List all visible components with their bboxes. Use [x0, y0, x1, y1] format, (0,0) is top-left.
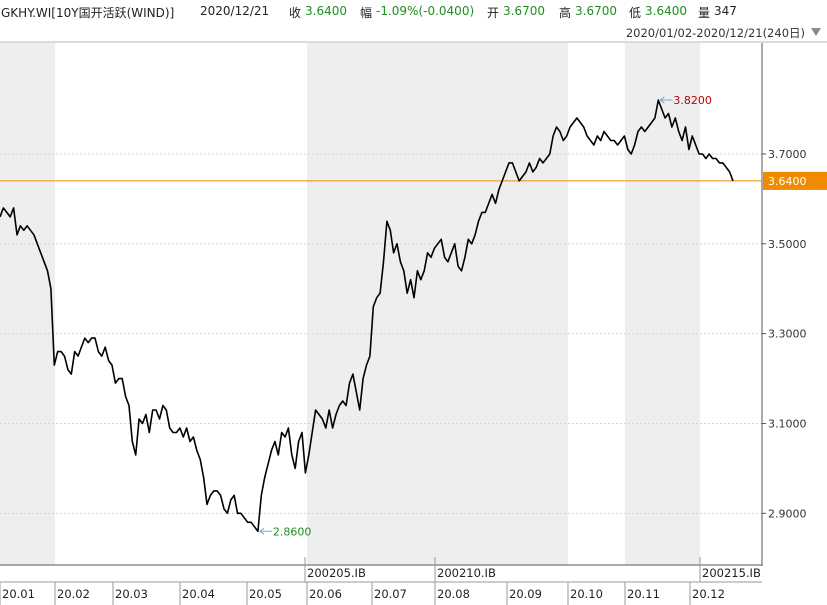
month-label-1: 20.02	[57, 587, 90, 601]
month-label-9: 20.10	[570, 587, 603, 601]
month-label-2: 20.03	[115, 587, 148, 601]
month-label-7: 20.08	[437, 587, 470, 601]
open-value: 3.6700	[503, 4, 545, 18]
open-label: 开	[487, 6, 500, 20]
month-label-10: 20.11	[627, 587, 660, 601]
high-label: 高	[559, 6, 572, 20]
dropdown-triangle-icon[interactable]	[809, 25, 823, 39]
min-annotation-label: 2.8600	[273, 525, 312, 538]
date-range-selector[interactable]: 2020/01/02-2020/12/21(240日)	[625, 26, 805, 40]
quote-date: 2020/12/21	[200, 4, 270, 18]
contract-label-0: 200205.IB	[307, 566, 366, 580]
shaded-period-1	[307, 43, 568, 565]
current-price-tag	[763, 171, 827, 190]
month-label-6: 20.07	[374, 587, 407, 601]
ticker-title: GKHY.WI[10Y国开活跃(WIND)]	[1, 6, 175, 20]
volume-label: 量	[698, 6, 711, 20]
y-tick-label-2: 3.3000	[768, 328, 807, 341]
y-tick-label-1: 3.1000	[768, 417, 807, 430]
change-value: -1.09%(-0.0400)	[376, 4, 475, 18]
y-tick-label-3: 3.5000	[768, 238, 807, 251]
y-tick-label-0: 2.9000	[768, 507, 807, 520]
shaded-period-0	[0, 43, 55, 565]
month-label-8: 20.09	[509, 587, 542, 601]
price-series-line	[0, 99, 734, 533]
month-label-5: 20.06	[309, 587, 342, 601]
y-tick-label-4: 3.7000	[768, 148, 807, 161]
contract-label-2: 200215.IB	[702, 566, 761, 580]
current-price-label: 3.6400	[768, 175, 807, 188]
close-label: 收	[289, 6, 302, 20]
volume-value: 347	[714, 4, 737, 18]
max-annotation-label: 3.8200	[673, 94, 712, 107]
shaded-period-2	[625, 43, 700, 565]
contract-label-1: 200210.IB	[437, 566, 496, 580]
month-label-3: 20.04	[182, 587, 215, 601]
low-label: 低	[629, 6, 642, 20]
min-annotation-arrow	[259, 527, 265, 535]
month-label-0: 20.01	[2, 587, 35, 601]
low-value: 3.6400	[645, 4, 687, 18]
high-value: 3.6700	[575, 4, 617, 18]
month-label-4: 20.05	[249, 587, 282, 601]
month-label-11: 20.12	[692, 587, 725, 601]
close-value: 3.6400	[305, 4, 347, 18]
quote-header: GKHY.WI[10Y国开活跃(WIND)] 2020/12/21 收 3.64…	[0, 0, 827, 22]
change-label: 幅	[360, 6, 373, 20]
max-annotation-arrow	[659, 96, 665, 104]
